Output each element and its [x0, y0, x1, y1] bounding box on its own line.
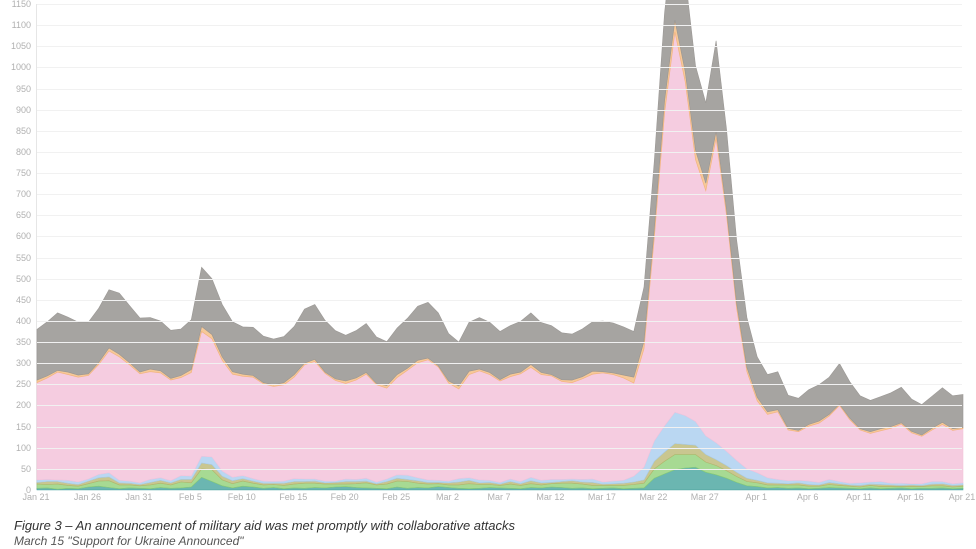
- area-series-gray: [37, 0, 963, 435]
- x-tick-label: Mar 17: [588, 492, 616, 502]
- gridline: [37, 110, 962, 111]
- gridline: [37, 4, 962, 5]
- x-tick-label: Apr 11: [846, 492, 872, 502]
- y-tick-label: 700: [16, 189, 37, 199]
- x-tick-label: Mar 7: [487, 492, 510, 502]
- gridline: [37, 89, 962, 90]
- x-tick-label: Jan 31: [125, 492, 152, 502]
- y-tick-label: 450: [16, 295, 37, 305]
- y-tick-label: 400: [16, 316, 37, 326]
- x-tick-label: Apr 1: [745, 492, 767, 502]
- area-series-layer: [37, 4, 963, 490]
- gridline: [37, 342, 962, 343]
- y-tick-label: 1000: [11, 62, 37, 72]
- x-tick-label: Feb 10: [228, 492, 256, 502]
- stacked-area-chart: 0501001502002503003504004505005506006507…: [36, 4, 962, 504]
- y-tick-label: 50: [21, 464, 37, 474]
- x-tick-label: Feb 5: [179, 492, 202, 502]
- x-tick-label: Mar 12: [536, 492, 564, 502]
- gridline: [37, 152, 962, 153]
- gridline: [37, 300, 962, 301]
- gridline: [37, 384, 962, 385]
- gridline: [37, 279, 962, 280]
- y-tick-label: 1100: [12, 20, 37, 30]
- y-tick-label: 350: [16, 337, 37, 347]
- y-tick-label: 250: [16, 379, 37, 389]
- x-tick-label: Apr 21: [949, 492, 976, 502]
- gridline: [37, 194, 962, 195]
- x-tick-label: Mar 27: [691, 492, 719, 502]
- x-tick-label: Mar 2: [436, 492, 459, 502]
- gridline: [37, 405, 962, 406]
- caption-line-2: March 15 "Support for Ukraine Announced": [14, 534, 515, 548]
- y-tick-label: 750: [16, 168, 37, 178]
- y-tick-label: 1150: [12, 0, 37, 9]
- y-tick-label: 550: [16, 253, 37, 263]
- y-tick-label: 150: [16, 422, 37, 432]
- x-tick-label: Feb 25: [382, 492, 410, 502]
- x-tick-label: Jan 26: [74, 492, 101, 502]
- y-tick-label: 950: [16, 84, 37, 94]
- gridline: [37, 321, 962, 322]
- gridline: [37, 46, 962, 47]
- y-tick-label: 100: [16, 443, 37, 453]
- x-tick-label: Feb 20: [331, 492, 359, 502]
- plot-area: 0501001502002503003504004505005506006507…: [36, 4, 962, 490]
- gridline: [37, 131, 962, 132]
- y-tick-label: 900: [16, 105, 37, 115]
- y-tick-label: 500: [16, 274, 37, 284]
- gridline: [37, 25, 962, 26]
- gridline: [37, 67, 962, 68]
- gridline: [37, 258, 962, 259]
- gridline: [37, 448, 962, 449]
- y-tick-label: 800: [16, 147, 37, 157]
- gridline: [37, 427, 962, 428]
- gridline: [37, 363, 962, 364]
- x-tick-label: Apr 6: [797, 492, 819, 502]
- y-tick-label: 650: [16, 210, 37, 220]
- y-tick-label: 300: [16, 358, 37, 368]
- gridline: [37, 173, 962, 174]
- y-tick-label: 200: [16, 400, 37, 410]
- x-tick-label: Jan 21: [22, 492, 49, 502]
- gridline: [37, 236, 962, 237]
- x-axis: Jan 21Jan 26Jan 31Feb 5Feb 10Feb 15Feb 2…: [36, 490, 962, 504]
- x-tick-label: Feb 15: [279, 492, 307, 502]
- x-tick-label: Apr 16: [897, 492, 924, 502]
- y-tick-label: 600: [16, 231, 37, 241]
- y-tick-label: 850: [16, 126, 37, 136]
- y-tick-label: 1050: [11, 41, 37, 51]
- x-tick-label: Mar 22: [639, 492, 667, 502]
- caption-line-1: Figure 3 – An announcement of military a…: [14, 518, 515, 533]
- gridline: [37, 469, 962, 470]
- figure-caption: Figure 3 – An announcement of military a…: [14, 518, 515, 548]
- gridline: [37, 215, 962, 216]
